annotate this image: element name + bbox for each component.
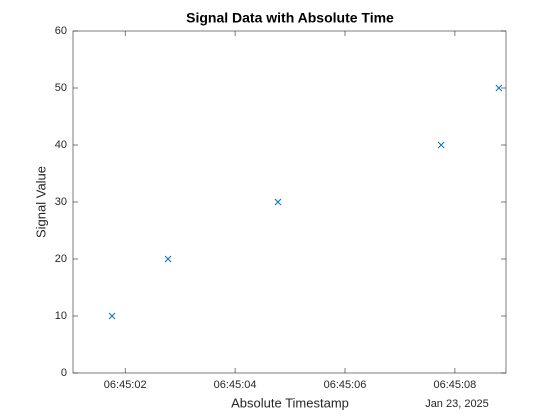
x-tick-label: 06:45:06 [324,379,367,391]
data-point [495,84,503,92]
y-axis-label: Signal Value [33,166,48,238]
x-axis-label: Absolute Timestamp [231,395,349,410]
plot-area [72,30,507,374]
x-tick-label: 06:45:04 [214,379,257,391]
y-tick-label: 20 [55,253,67,265]
chart-title: Signal Data with Absolute Time [186,10,394,26]
y-tick-label: 0 [61,367,67,379]
y-tick-label: 60 [55,25,67,37]
y-tick-label: 30 [55,196,67,208]
data-point [164,255,172,263]
y-tick-label: 40 [55,139,67,151]
data-point [108,312,116,320]
data-point [437,141,445,149]
y-tick-label: 10 [55,310,67,322]
y-tick-label: 50 [55,82,67,94]
x-tick-label: 06:45:02 [104,379,147,391]
data-point [274,198,282,206]
x-tick-label: 06:45:08 [433,379,476,391]
x-date-label: Jan 23, 2025 [425,398,489,410]
